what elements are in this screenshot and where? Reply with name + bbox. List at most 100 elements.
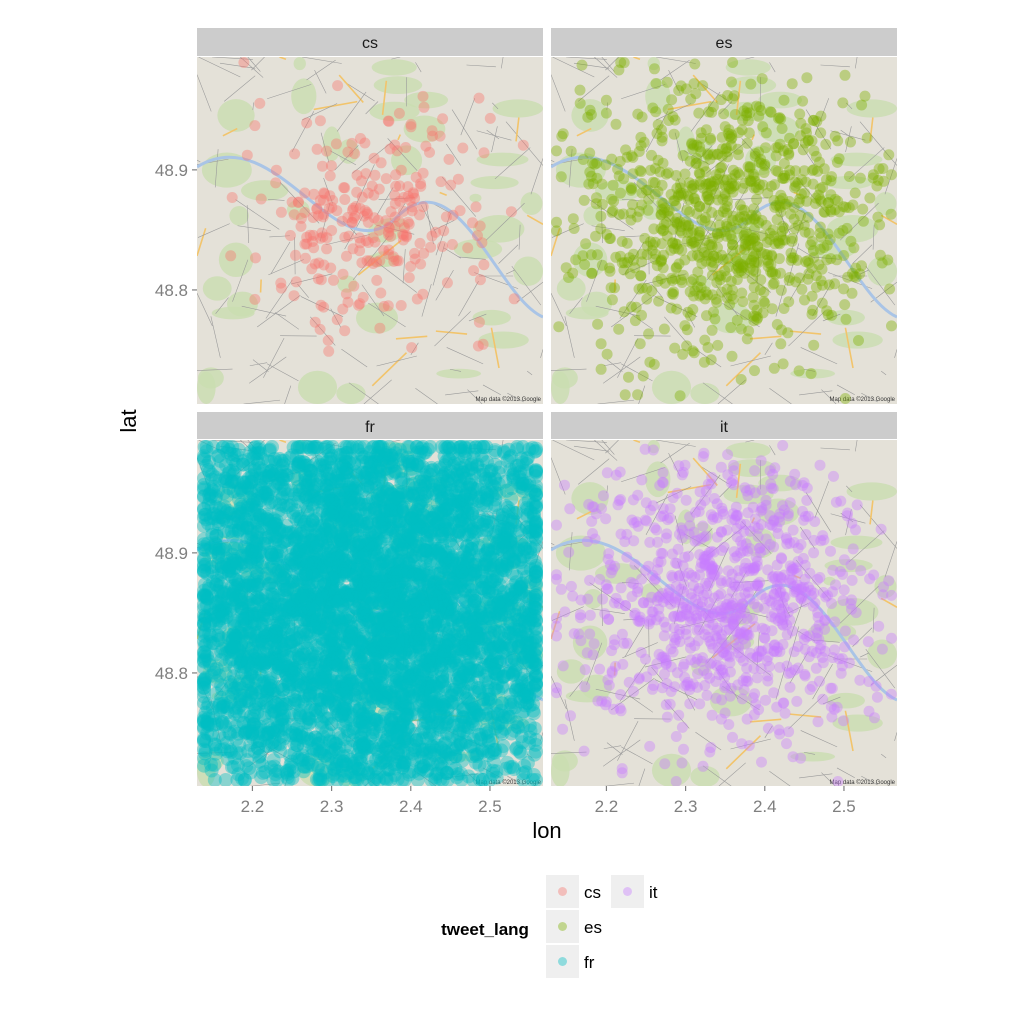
data-point (399, 678, 414, 693)
data-point (339, 486, 354, 501)
data-point (761, 236, 773, 248)
data-point (507, 607, 522, 622)
data-point (259, 469, 274, 484)
data-point (471, 540, 486, 555)
data-point (315, 714, 330, 729)
data-point (508, 515, 523, 530)
data-point (315, 773, 330, 786)
data-point (469, 663, 484, 678)
data-point (822, 197, 834, 209)
data-point (799, 294, 810, 306)
data-point (325, 262, 337, 274)
data-point (716, 131, 728, 143)
data-point (688, 193, 700, 205)
data-point (596, 178, 608, 190)
data-point (320, 695, 335, 710)
data-point (746, 254, 758, 266)
data-point (330, 561, 345, 576)
data-point (626, 150, 637, 162)
data-point (568, 223, 580, 234)
data-point (415, 258, 427, 270)
data-point (307, 212, 319, 223)
data-point (497, 623, 512, 638)
data-point (457, 142, 469, 154)
data-point (695, 127, 707, 139)
data-point (269, 626, 284, 641)
data-point (810, 281, 822, 293)
facet-strip-label: fr (365, 419, 375, 436)
data-point (716, 249, 728, 261)
data-point (237, 773, 252, 786)
data-point (507, 554, 522, 569)
data-point (407, 187, 419, 199)
data-point (197, 501, 211, 516)
data-point (237, 773, 252, 786)
data-point (757, 121, 769, 133)
data-point (501, 500, 515, 515)
data-point (409, 253, 421, 265)
data-point (381, 586, 396, 600)
data-point (313, 257, 325, 269)
data-point (775, 338, 787, 350)
data-point (383, 222, 395, 234)
data-point (766, 303, 778, 315)
data-point (843, 171, 855, 182)
data-point (692, 266, 704, 278)
data-point (431, 633, 446, 648)
data-point (762, 261, 774, 272)
data-point (529, 670, 543, 685)
data-point (690, 196, 702, 208)
data-point (625, 182, 637, 194)
data-point (755, 157, 767, 169)
data-point (799, 137, 811, 149)
data-point (298, 468, 312, 483)
data-point (703, 106, 715, 118)
data-point (701, 191, 713, 203)
data-point (411, 640, 426, 655)
data-point (311, 202, 323, 214)
data-point (787, 232, 798, 244)
data-point (817, 279, 828, 291)
data-point (213, 593, 228, 608)
data-point (682, 227, 694, 239)
data-point (334, 476, 348, 491)
data-point (431, 715, 445, 730)
data-point (657, 225, 669, 237)
data-point (301, 691, 316, 706)
data-point (389, 220, 401, 232)
data-point (748, 299, 760, 311)
data-point (427, 130, 438, 142)
data-point (335, 617, 350, 632)
data-point (656, 179, 668, 191)
data-point (703, 194, 715, 206)
data-point (343, 538, 358, 553)
data-point (197, 673, 211, 688)
data-point (807, 178, 819, 190)
data-point (885, 208, 897, 220)
data-point (216, 615, 230, 630)
data-point (404, 751, 419, 766)
data-point (683, 194, 695, 206)
data-point (510, 612, 525, 627)
data-point (760, 127, 772, 139)
data-point (634, 338, 646, 350)
data-point (478, 632, 493, 647)
data-point (617, 208, 629, 220)
data-point (777, 358, 789, 370)
data-point (257, 537, 272, 551)
data-point (789, 182, 801, 194)
data-point (477, 513, 492, 528)
data-point (354, 744, 369, 759)
data-point (721, 201, 733, 212)
data-point (721, 146, 733, 158)
data-point (514, 579, 529, 594)
data-point (384, 143, 396, 155)
data-point (739, 243, 751, 255)
data-point (818, 242, 830, 254)
data-point (429, 653, 444, 668)
data-point (260, 727, 275, 742)
data-point (364, 637, 379, 652)
data-point (199, 458, 214, 473)
data-point (826, 171, 838, 183)
data-point (671, 212, 683, 224)
